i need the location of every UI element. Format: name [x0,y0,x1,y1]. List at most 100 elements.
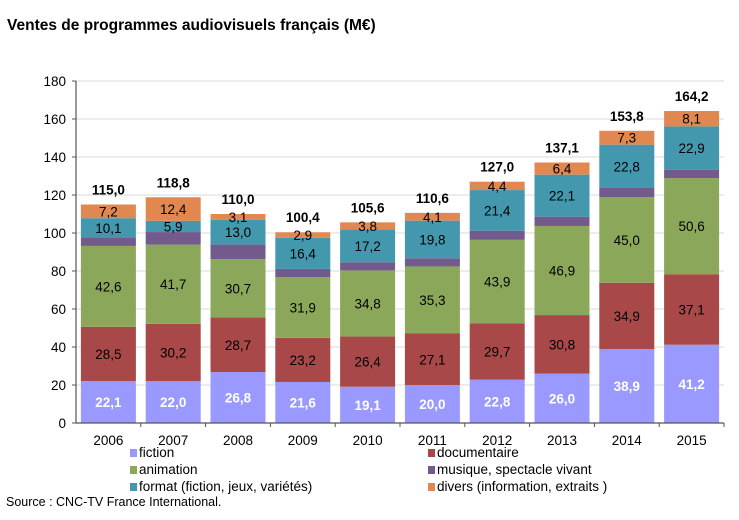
data-label: 2,9 [293,228,312,243]
y-tick-label: 140 [43,150,66,165]
x-tick-label: 2014 [612,433,643,448]
total-label: 115,0 [92,183,125,198]
bar-segment [145,381,201,423]
bar-segment [404,212,460,221]
bar-segment [80,237,136,246]
legend-item: documentaire [428,445,519,461]
data-label: 26,4 [354,355,381,370]
legend-item: divers (information, extraits ) [428,479,607,495]
data-label: 26,8 [225,391,252,406]
bar-segment [469,323,525,380]
legend-swatch [130,466,137,474]
bar-segment [210,214,266,220]
data-label: 19,8 [419,232,445,247]
data-label: 12,4 [160,202,187,217]
bar-segment [275,381,331,423]
total-label: 105,6 [351,200,385,215]
data-label: 20,0 [419,397,445,412]
data-label: 34,9 [614,309,640,324]
bar-segment [404,220,460,259]
bar-segment [534,216,590,226]
bar-segment [664,169,720,179]
legend-label: fiction [139,445,175,460]
legend-swatch [130,483,137,491]
data-label: 43,9 [484,275,510,290]
data-label: 42,6 [95,279,121,294]
bar-segment [404,385,460,423]
source-note: Source : CNC-TV France International. [6,495,222,509]
bar-segment [599,187,655,198]
bar-segment [664,344,720,423]
bar-segment [210,317,266,373]
x-tick-label: 2007 [158,433,188,448]
bar-segment [599,130,655,145]
bar-segment [145,220,201,233]
data-label: 23,2 [290,353,316,368]
y-tick-label: 40 [51,340,66,355]
bar-segment [599,144,655,188]
bar-segment [469,379,525,423]
y-tick-label: 20 [51,378,66,393]
bar-segment [340,386,396,423]
bar-segment [599,282,655,350]
data-label: 4,4 [488,179,507,194]
data-label: 30,7 [225,281,251,296]
legend-item: fiction [130,445,174,461]
data-label: 17,2 [354,239,380,254]
bar-segment [210,219,266,245]
legend-swatch [130,449,137,457]
data-label: 41,7 [160,277,186,292]
bar-segment [534,174,590,217]
data-label: 22,0 [160,395,186,410]
data-label: 22,9 [678,141,704,156]
bar-segment [145,244,201,324]
bar-segment [469,181,525,191]
legend-item: format (fiction, jeux, variétés) [130,479,312,495]
data-label: 29,7 [484,344,510,359]
data-label: 37,1 [678,302,704,317]
legend-item: animation [130,462,198,478]
bar-segment [275,232,331,238]
data-label: 13,0 [225,225,251,240]
bar-segment [210,372,266,423]
bar-segment [210,259,266,318]
data-label: 27,1 [419,352,445,367]
bar-segment [534,162,590,175]
data-label: 19,1 [354,398,381,413]
data-label: 45,0 [614,233,640,248]
bar-segment [404,258,460,267]
bar-segment [80,381,136,423]
y-tick-label: 100 [43,226,66,241]
data-label: 6,4 [553,162,572,177]
data-label: 28,7 [225,338,251,353]
data-label: 46,9 [549,264,575,279]
bar-segment [664,178,720,275]
x-tick-label: 2015 [677,433,707,448]
x-tick-label: 2011 [418,433,447,448]
data-label: 31,9 [290,301,316,316]
data-label: 41,2 [678,377,704,392]
total-label: 118,8 [157,175,191,190]
legend-label: musique, spectacle vivant [437,462,592,477]
bar-segment [469,239,525,324]
total-label: 137,1 [545,141,579,156]
bar-segment [534,225,590,316]
bar-segment [664,274,720,345]
y-tick-label: 60 [51,302,66,317]
bar-segment [210,244,266,260]
data-label: 21,4 [484,203,511,218]
total-label: 164,2 [675,89,709,104]
total-label: 100,4 [286,210,320,225]
y-tick-label: 80 [51,264,66,279]
data-label: 4,1 [423,210,442,225]
data-label: 7,2 [99,204,118,219]
bar-segment [340,336,396,387]
bar-segment [534,315,590,374]
bar-segment [599,349,655,423]
data-label: 30,2 [160,346,186,361]
bar-segment [145,323,201,382]
data-label: 28,5 [95,347,121,362]
bar-segment [275,237,331,269]
legend-label: divers (information, extraits ) [437,479,608,494]
